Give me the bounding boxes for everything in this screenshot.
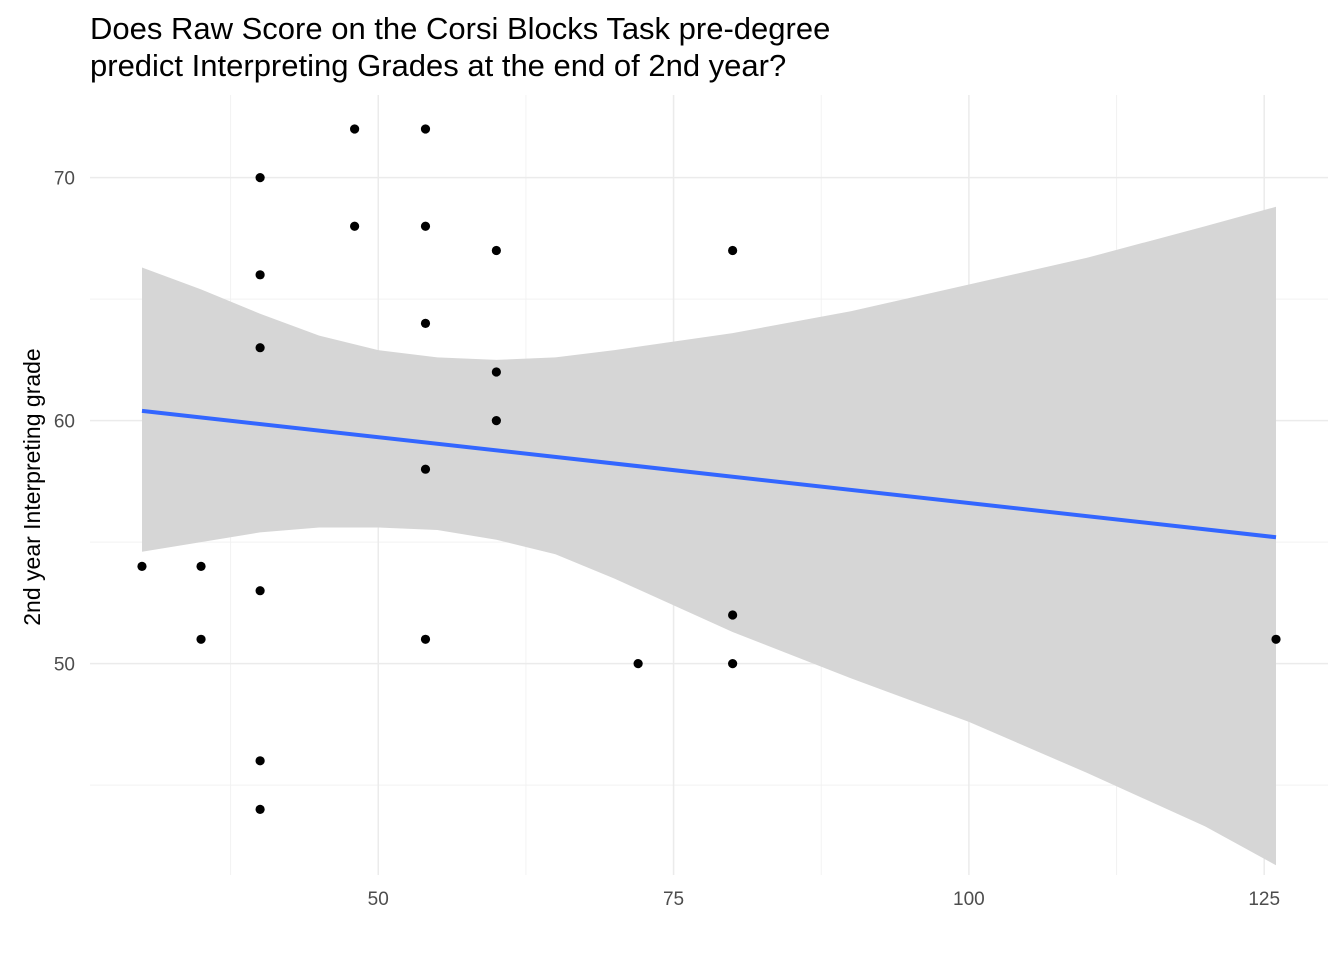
data-point — [491, 416, 501, 426]
x-tick-label: 125 — [1248, 889, 1280, 910]
data-point — [255, 173, 265, 183]
data-point — [350, 221, 360, 231]
data-point — [255, 586, 265, 596]
data-point — [420, 634, 431, 644]
data-point — [420, 464, 431, 474]
y-tick-label: 70 — [54, 169, 75, 190]
y-tick-label: 60 — [54, 412, 75, 433]
data-point — [633, 658, 643, 669]
data-point — [420, 124, 431, 134]
data-point — [728, 658, 738, 669]
x-tick-labels: 50 75 100 125 — [368, 889, 1280, 910]
data-point — [255, 270, 265, 280]
chart-title-line-2: predict Interpreting Grades at the end o… — [90, 48, 787, 83]
data-point — [728, 610, 738, 620]
data-point — [350, 124, 360, 134]
data-point — [137, 561, 147, 572]
data-point — [255, 756, 265, 766]
data-point — [491, 245, 501, 256]
y-tick-labels: 50 60 70 — [54, 169, 75, 676]
chart-title-line-1: Does Raw Score on the Corsi Blocks Task … — [90, 11, 831, 46]
data-point — [728, 245, 738, 256]
y-tick-label: 50 — [54, 655, 75, 676]
y-axis-title: 2nd year Interpreting grade — [19, 348, 45, 625]
data-point — [1271, 634, 1281, 644]
data-point — [420, 318, 431, 329]
x-tick-label: 100 — [953, 889, 985, 910]
trend-line — [141, 408, 1277, 540]
data-point — [255, 343, 265, 353]
data-point — [420, 221, 431, 231]
data-point — [255, 804, 265, 814]
data-points — [137, 124, 1281, 814]
confidence-band — [142, 206, 1276, 866]
x-tick-label: 50 — [368, 889, 389, 910]
x-tick-label: 75 — [663, 889, 684, 910]
data-point — [196, 561, 206, 572]
data-point — [196, 634, 206, 644]
data-point — [491, 367, 501, 377]
chart-title: Does Raw Score on the Corsi Blocks Task … — [90, 10, 830, 84]
